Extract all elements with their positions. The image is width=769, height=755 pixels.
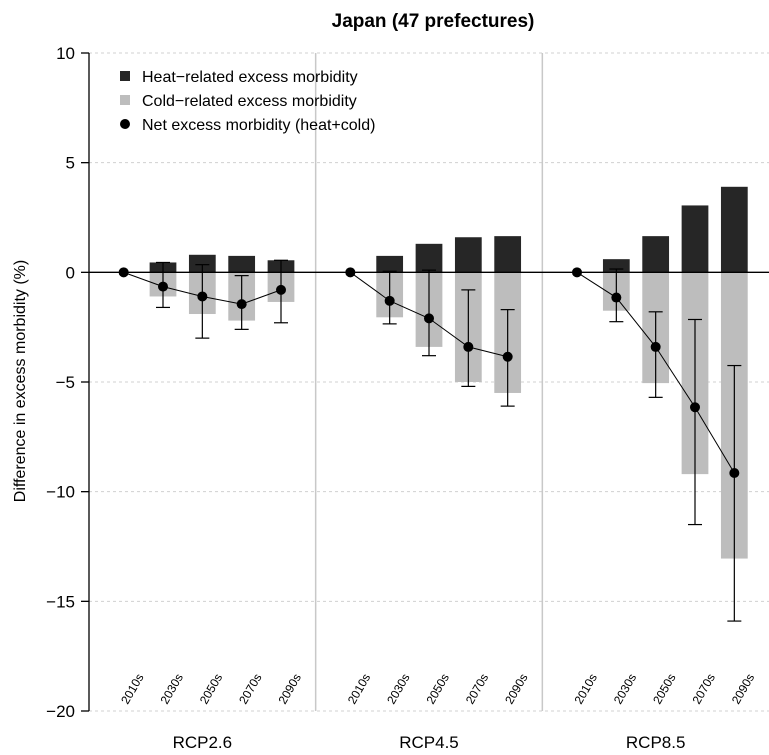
legend-cold-swatch — [120, 95, 130, 105]
y-tick-label: −20 — [46, 702, 75, 721]
category-label-rcp85-2030s: 2030s — [611, 671, 639, 706]
net-point-rcp26-2030s — [158, 281, 168, 292]
net-point-rcp45-2030s — [384, 295, 395, 306]
heat-bar-rcp45-2030s — [376, 255, 404, 273]
bars-layer — [149, 186, 748, 559]
error-bar-rcp45-2070s — [461, 289, 476, 387]
heat-bar-rcp85-2070s — [681, 205, 709, 273]
legend-heat-swatch — [120, 71, 130, 81]
net-point-rcp45-2090s — [502, 351, 513, 362]
net-point-rcp26-2090s — [276, 284, 286, 295]
heat-bar-rcp45-2090s — [494, 236, 522, 273]
panel-label-rcp85: RCP8.5 — [626, 733, 686, 752]
net-layer — [118, 259, 742, 622]
y-tick-label: 10 — [56, 44, 75, 63]
y-axis: 10 5 0 −5 −10 −15 −20 — [46, 44, 90, 721]
category-label-rcp26-2090s: 2090s — [275, 671, 303, 706]
error-bar-rcp85-2090s — [727, 364, 742, 622]
category-label-rcp26-2050s: 2050s — [197, 671, 225, 706]
net-point-rcp45-2050s — [424, 313, 434, 324]
category-label-rcp45-2050s: 2050s — [423, 671, 451, 706]
category-label-rcp26-2030s: 2030s — [157, 671, 185, 706]
legend: Heat−related excess morbidity Cold−relat… — [120, 69, 375, 134]
category-label-rcp45-2030s: 2030s — [384, 671, 412, 706]
net-point-rcp26-2050s — [197, 291, 208, 302]
heat-bar-rcp26-2050s — [188, 254, 216, 273]
category-label-rcp85-2090s: 2090s — [729, 671, 757, 706]
heat-bar-rcp85-2090s — [720, 186, 748, 273]
heat-bar-rcp45-2070s — [454, 237, 482, 273]
category-label-rcp85-2070s: 2070s — [689, 671, 717, 706]
error-bar-rcp45-2050s — [422, 269, 436, 357]
panel-label-rcp45: RCP4.5 — [399, 733, 459, 752]
category-label-rcp45-2070s: 2070s — [463, 671, 491, 706]
heat-bar-rcp26-2070s — [228, 255, 256, 273]
panel-labels: RCP2.6 RCP4.5 RCP8.5 — [173, 733, 686, 752]
category-label-rcp85-2010s: 2010s — [571, 671, 599, 706]
category-label-rcp45-2090s: 2090s — [502, 671, 530, 706]
y-tick-label: −10 — [46, 483, 75, 502]
y-tick-label: 5 — [66, 154, 75, 173]
panel-dividers — [314, 53, 544, 711]
heat-bar-rcp45-2050s — [415, 243, 443, 273]
legend-heat-label: Heat−related excess morbidity — [142, 69, 358, 86]
category-label-rcp85-2050s: 2050s — [650, 671, 678, 706]
chart-title: Japan (47 prefectures) — [332, 11, 535, 32]
net-point-rcp85-2050s — [650, 341, 661, 352]
net-point-rcp26-2070s — [236, 299, 247, 310]
legend-net-label: Net excess morbidity (heat+cold) — [142, 117, 375, 134]
net-point-rcp85-2030s — [611, 292, 622, 303]
category-label-rcp26-2010s: 2010s — [118, 671, 146, 706]
error-bar-rcp85-2050s — [648, 311, 663, 398]
error-bar-rcp85-2070s — [688, 318, 702, 526]
legend-net-marker — [120, 119, 130, 129]
panel-label-rcp26: RCP2.6 — [173, 733, 233, 752]
y-tick-label: −5 — [56, 373, 75, 392]
y-tick-label: −15 — [46, 592, 75, 611]
net-point-rcp85-2070s — [690, 402, 700, 413]
net-point-rcp85-2090s — [729, 468, 740, 479]
y-axis-label: Difference in excess morbidity (%) — [12, 260, 29, 502]
category-label-rcp45-2010s: 2010s — [345, 671, 373, 706]
heat-bar-rcp85-2050s — [642, 236, 670, 273]
category-labels: 2010s 2030s 2050s 2070s 2090s 2010s 2030s 2050s… — [118, 671, 757, 706]
category-label-rcp26-2070s: 2070s — [236, 671, 264, 706]
legend-cold-label: Cold−related excess morbidity — [142, 93, 357, 110]
net-point-rcp45-2070s — [463, 341, 474, 352]
y-tick-label: 0 — [66, 263, 75, 282]
